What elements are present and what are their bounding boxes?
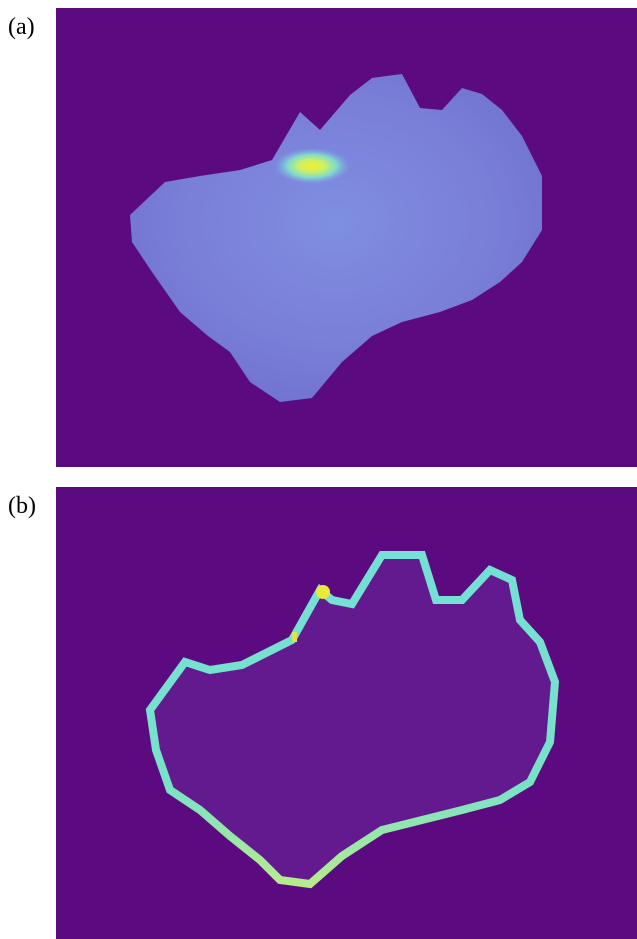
hotspot-edge xyxy=(316,585,330,599)
figure: (a) (b) xyxy=(0,0,637,939)
panel-label: (a) xyxy=(8,14,35,40)
page: (a) (b) (() => { const data = JSON.parse… xyxy=(0,0,637,939)
panel-label: (b) xyxy=(8,493,36,519)
hotspot xyxy=(274,148,350,184)
edge-pixel xyxy=(292,632,297,642)
